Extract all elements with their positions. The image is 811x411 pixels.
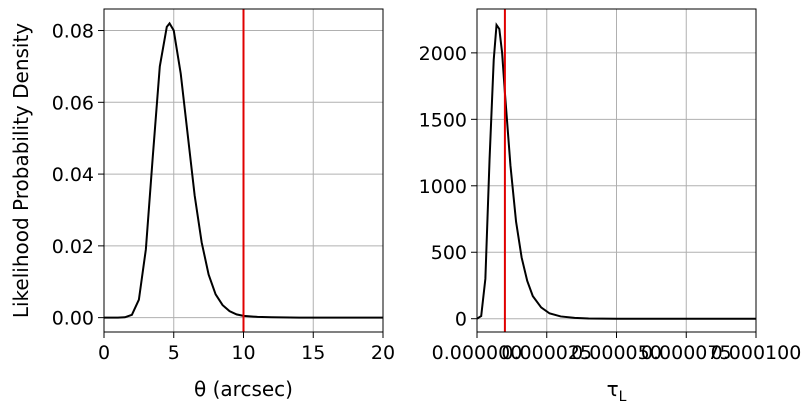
- left-chart-y-tick-label: 0.02: [52, 236, 94, 258]
- right-chart-grid: [476, 9, 757, 332]
- left-chart-x-tick-label: 20: [371, 342, 395, 364]
- right-chart-y-tick-label: 1500: [419, 109, 467, 131]
- right-chart-y-tick-label: 2000: [419, 43, 467, 65]
- right-chart-y-tick-label: 1000: [419, 176, 467, 198]
- left-chart-x-tick-label: 0: [98, 342, 110, 364]
- left-chart-y-tick-label: 0.06: [52, 92, 94, 114]
- left-chart-x-tick-label: 10: [231, 342, 255, 364]
- right-chart-x-axis-label: τL: [607, 377, 627, 405]
- left-chart-x-tick-label: 15: [301, 342, 325, 364]
- left-chart-panel: 0 5 10 15 200.000.020.040.060.08 θ (arcsec) …: [9, 8, 395, 401]
- left-chart-ticks: 0 5 10 15 20 0.00 0.02 0.04 0.06 0.08: [52, 21, 395, 364]
- left-chart-y-tick-label: 0.00: [52, 308, 94, 330]
- right-chart-x-tick-label: 0.000050: [571, 342, 662, 364]
- right-chart-series: [476, 22, 756, 320]
- right-chart-y-tick-label: 0: [455, 309, 467, 331]
- left-chart-series-line: [104, 21, 383, 319]
- left-chart-x-axis-label: θ (arcsec): [194, 377, 293, 401]
- right-chart-x-axis-symbol: τ: [607, 377, 619, 401]
- right-chart-x-tick-label: 0.000075: [641, 342, 732, 364]
- right-chart-x-tick-label: 0.000025: [501, 342, 592, 364]
- right-chart-x-tick-label: 0.000000: [432, 342, 523, 364]
- left-chart-y-axis-label: Likelihood Probability Density: [9, 23, 33, 318]
- right-chart-y-tick-label: 500: [431, 242, 467, 264]
- left-chart-series: [104, 21, 383, 319]
- right-chart-panel: 0.0000000.0000250.0000500.0000750.000100…: [419, 8, 802, 405]
- right-chart-series-line: [476, 22, 756, 320]
- left-chart-y-tick-label: 0.08: [52, 21, 94, 43]
- right-chart-x-axis-subscript: L: [619, 389, 627, 405]
- right-chart-ticks: 0.0000000.0000250.0000500.0000750.000100…: [419, 43, 802, 364]
- left-chart-y-tick-label: 0.04: [52, 164, 94, 186]
- left-chart-x-tick-label: 5: [168, 342, 180, 364]
- right-chart-x-tick-label: 0.000100: [711, 342, 802, 364]
